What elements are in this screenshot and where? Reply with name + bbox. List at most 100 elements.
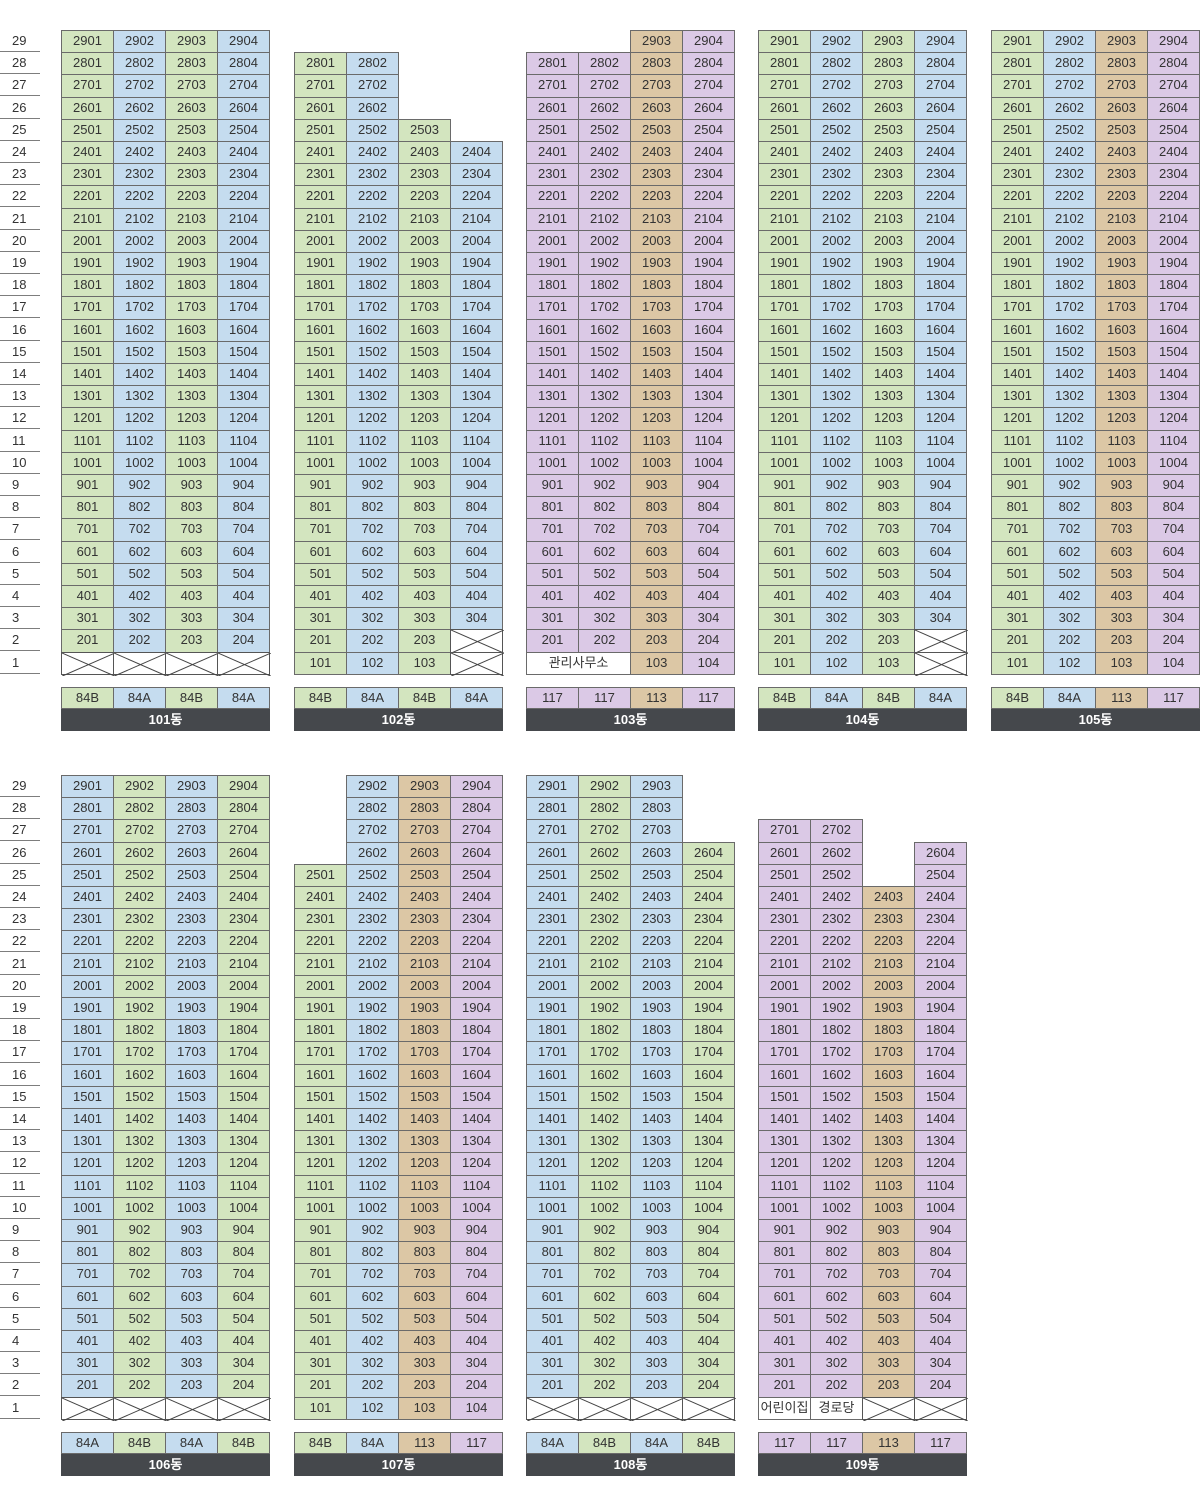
unit-1303[interactable]: 1303 [398,385,451,409]
unit-2401[interactable]: 2401 [526,141,579,165]
unit-1004[interactable]: 1004 [682,1196,735,1220]
unit-2502[interactable]: 2502 [810,118,863,142]
unit-904[interactable]: 904 [914,474,967,498]
unit-1102[interactable]: 1102 [1043,429,1096,453]
unit-202[interactable]: 202 [346,1374,399,1398]
unit-1003[interactable]: 1003 [165,451,218,475]
unit-2404[interactable]: 2404 [914,886,967,910]
unit-2902[interactable]: 2902 [578,775,631,799]
unit-1001[interactable]: 1001 [526,451,579,475]
unit-1504[interactable]: 1504 [682,340,735,364]
unit-2204[interactable]: 2204 [1147,185,1200,209]
unit-1804[interactable]: 1804 [450,1019,503,1043]
unit-201[interactable]: 201 [294,629,347,653]
unit-1001[interactable]: 1001 [991,451,1044,475]
unit-1003[interactable]: 1003 [862,451,915,475]
unit-1802[interactable]: 1802 [810,1019,863,1043]
unit-2401[interactable]: 2401 [61,141,114,165]
unit-1704[interactable]: 1704 [914,1041,967,1065]
unit-1302[interactable]: 1302 [1043,385,1096,409]
unit-901[interactable]: 901 [991,474,1044,498]
unit-102[interactable]: 102 [1043,651,1096,675]
unit-2201[interactable]: 2201 [758,930,811,954]
unit-104[interactable]: 104 [682,651,735,675]
unit-2304[interactable]: 2304 [217,163,270,187]
unit-1201[interactable]: 1201 [991,407,1044,431]
unit-1701[interactable]: 1701 [61,1041,114,1065]
unit-2804[interactable]: 2804 [450,797,503,821]
unit-2004[interactable]: 2004 [217,229,270,253]
unit-1701[interactable]: 1701 [61,296,114,320]
unit-2902[interactable]: 2902 [113,775,166,799]
unit-1603[interactable]: 1603 [1095,318,1148,342]
unit-2204[interactable]: 2204 [217,185,270,209]
unit-302[interactable]: 302 [810,607,863,631]
unit-702[interactable]: 702 [346,518,399,542]
unit-1601[interactable]: 1601 [61,318,114,342]
unit-304[interactable]: 304 [914,607,967,631]
unit-1802[interactable]: 1802 [346,1019,399,1043]
unit-1501[interactable]: 1501 [758,1085,811,1109]
unit-2603[interactable]: 2603 [165,96,218,120]
unit-803[interactable]: 803 [862,496,915,520]
unit-2602[interactable]: 2602 [578,96,631,120]
unit-2301[interactable]: 2301 [526,908,579,932]
unit-801[interactable]: 801 [758,496,811,520]
unit-503[interactable]: 503 [862,562,915,586]
unit-1404[interactable]: 1404 [450,363,503,387]
unit-2001[interactable]: 2001 [294,974,347,998]
unit-1503[interactable]: 1503 [630,1085,683,1109]
unit-903[interactable]: 903 [630,474,683,498]
unit-1104[interactable]: 1104 [914,1174,967,1198]
unit-603[interactable]: 603 [398,540,451,564]
unit-1701[interactable]: 1701 [294,1041,347,1065]
unit-1804[interactable]: 1804 [914,274,967,298]
unit-1902[interactable]: 1902 [578,997,631,1021]
unit-502[interactable]: 502 [113,562,166,586]
unit-1301[interactable]: 1301 [526,385,579,409]
unit-2502[interactable]: 2502 [346,118,399,142]
unit-2202[interactable]: 2202 [810,185,863,209]
unit-1002[interactable]: 1002 [578,1196,631,1220]
unit-303[interactable]: 303 [165,607,218,631]
unit-1604[interactable]: 1604 [914,1063,967,1087]
unit-1901[interactable]: 1901 [991,252,1044,276]
unit-1302[interactable]: 1302 [346,385,399,409]
unit-1502[interactable]: 1502 [346,340,399,364]
unit-903[interactable]: 903 [1095,474,1148,498]
unit-702[interactable]: 702 [578,518,631,542]
unit-2901[interactable]: 2901 [991,30,1044,54]
unit-2903[interactable]: 2903 [398,775,451,799]
unit-304[interactable]: 304 [1147,607,1200,631]
unit-2303[interactable]: 2303 [398,908,451,932]
unit-1202[interactable]: 1202 [113,407,166,431]
unit-804[interactable]: 804 [914,1241,967,1265]
unit-202[interactable]: 202 [113,1374,166,1398]
unit-2103[interactable]: 2103 [398,952,451,976]
unit-1102[interactable]: 1102 [113,1174,166,1198]
unit-1804[interactable]: 1804 [1147,274,1200,298]
unit-303[interactable]: 303 [630,607,683,631]
unit-2003[interactable]: 2003 [630,229,683,253]
unit-402[interactable]: 402 [113,1330,166,1354]
unit-704[interactable]: 704 [217,1263,270,1287]
unit-203[interactable]: 203 [398,1374,451,1398]
unit-1903[interactable]: 1903 [165,252,218,276]
unit-1002[interactable]: 1002 [810,1196,863,1220]
unit-2004[interactable]: 2004 [450,229,503,253]
unit-302[interactable]: 302 [113,1352,166,1376]
unit-804[interactable]: 804 [450,496,503,520]
unit-2304[interactable]: 2304 [682,908,735,932]
unit-2404[interactable]: 2404 [1147,141,1200,165]
unit-1204[interactable]: 1204 [217,407,270,431]
unit-704[interactable]: 704 [682,518,735,542]
unit-2701[interactable]: 2701 [758,819,811,843]
unit-2304[interactable]: 2304 [217,908,270,932]
unit-1803[interactable]: 1803 [862,1019,915,1043]
unit-1102[interactable]: 1102 [810,1174,863,1198]
unit-2104[interactable]: 2104 [682,952,735,976]
unit-1904[interactable]: 1904 [914,252,967,276]
unit-702[interactable]: 702 [113,518,166,542]
unit-1601[interactable]: 1601 [294,318,347,342]
unit-2302[interactable]: 2302 [346,163,399,187]
